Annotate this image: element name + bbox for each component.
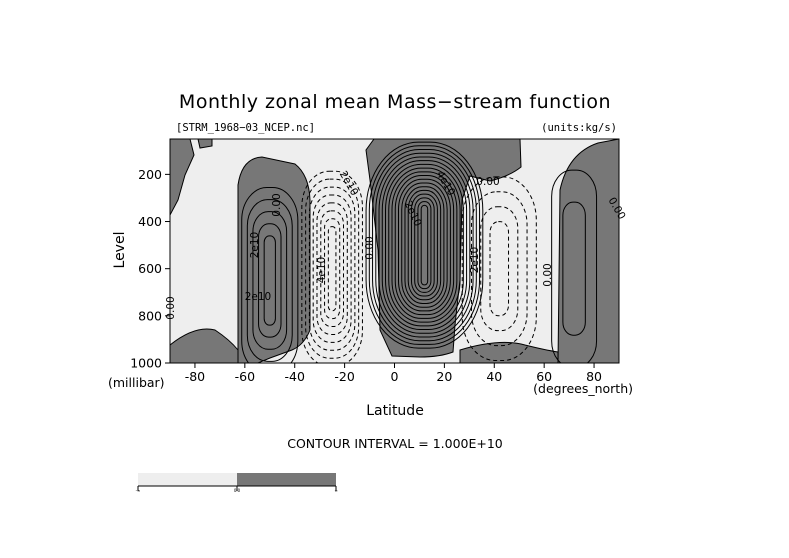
contour-line-positive — [241, 187, 299, 363]
contour-line-negative — [489, 221, 510, 317]
y-tick-label: 200 — [138, 167, 162, 182]
x-axis-label: Latitude — [366, 403, 424, 419]
x-tick-label: 0 — [391, 369, 399, 384]
contour-line-positive — [263, 235, 276, 326]
contour-line-zero — [170, 139, 195, 216]
contour-line-negative — [301, 170, 363, 363]
contour-line-zero — [237, 156, 311, 363]
contour-line-positive — [394, 175, 455, 316]
units-label: (units:kg/s) — [541, 122, 617, 134]
contour-line-negative — [312, 194, 352, 343]
contour-line-zero — [459, 341, 559, 363]
contour-lines — [170, 139, 619, 363]
y-axis-label: Level — [112, 232, 128, 269]
shade-sh-surface — [170, 329, 238, 363]
contour-label: 0.00 — [476, 176, 499, 188]
contour-line-negative — [324, 218, 341, 320]
x-tick-label: -20 — [334, 369, 354, 384]
x-tick-label: 60 — [536, 369, 552, 384]
contour-label: 2e10 — [469, 247, 481, 274]
colorbar-label-mid: 0.0 — [234, 488, 241, 493]
contour-line-positive — [381, 160, 468, 331]
contour-line-positive — [404, 186, 445, 304]
x-tick-label: 40 — [486, 369, 502, 384]
x-tick-label: 20 — [436, 369, 452, 384]
contour-line-positive — [410, 193, 438, 297]
shade-polar-cell — [558, 139, 619, 363]
contour-line-positive — [397, 178, 451, 312]
contour-label: 0.00 — [165, 296, 177, 319]
contour-label: 0.00 — [364, 236, 376, 259]
y-tick-label: 400 — [138, 214, 162, 229]
contour-line-negative — [305, 178, 360, 359]
y-tick-label: 600 — [138, 261, 162, 276]
contour-line-negative — [461, 176, 537, 362]
contour-line-negative — [327, 226, 337, 312]
y-axis: 200 400 600 800 1000 — [130, 167, 170, 371]
contour-line-negative — [308, 186, 356, 351]
x-tick-label: -60 — [235, 369, 255, 384]
contour-line-negative — [480, 206, 519, 332]
plot-area: 2e104e102e100.000.002e104e102e100.002e10… — [165, 138, 628, 364]
colorbar-swatch-negative — [138, 473, 237, 486]
shade-sp-top — [170, 139, 194, 215]
contour-line-positive — [417, 201, 432, 290]
x-unit-label: (degrees_north) — [533, 381, 633, 396]
contour-interval-label: CONTOUR INTERVAL = 1.000E+10 — [287, 436, 503, 451]
contour-line-positive — [372, 149, 477, 342]
contour-line-positive — [368, 145, 481, 345]
contour-line-negative — [320, 210, 345, 328]
contour-line-positive — [252, 211, 288, 350]
x-tick-label: -80 — [185, 369, 205, 384]
contour-line-positive — [414, 197, 435, 293]
contour-line-negative — [470, 191, 528, 347]
contour-label: 0.00 — [542, 263, 554, 286]
contour-line-positive — [562, 201, 586, 336]
y-tick-label: 800 — [138, 308, 162, 323]
y-unit-label: (millibar) — [108, 375, 165, 390]
x-tick-label: -40 — [285, 369, 305, 384]
contour-label: 4e10 — [316, 257, 328, 284]
contour-line-positive — [401, 182, 448, 308]
x-axis: -80 -60 -40 -20 0 20 40 60 80 — [185, 363, 602, 384]
contour-line-zero — [197, 139, 213, 149]
contour-line-positive — [407, 189, 442, 301]
contour-line-positive — [385, 163, 464, 327]
file-label: [STRM_1968−03_NCEP.nc] — [176, 122, 315, 134]
y-tick-label: 1000 — [130, 356, 162, 371]
contour-line-positive — [365, 141, 484, 349]
contour-line-positive — [258, 223, 282, 338]
contour-line-positive — [420, 204, 429, 286]
colorbar: -∞ 0.0 ∞ — [136, 473, 338, 493]
contour-line-positive — [375, 152, 474, 338]
colorbar-label-left: -∞ — [136, 488, 141, 493]
contour-line-positive — [388, 167, 461, 323]
x-tick-label: 80 — [586, 369, 602, 384]
contour-line-positive — [378, 156, 471, 334]
contour-line-zero — [170, 328, 239, 363]
colorbar-swatch-positive — [237, 473, 336, 486]
shade-top-blob — [198, 139, 212, 148]
contour-label: 2e10 — [245, 291, 272, 303]
contour-label: 2e10 — [249, 232, 261, 259]
contour-label: 0.00 — [271, 193, 283, 216]
contour-line-positive — [246, 199, 293, 362]
contour-line-negative — [316, 202, 348, 335]
contour-line-positive — [551, 169, 598, 363]
colorbar-label-right: ∞ — [334, 488, 337, 493]
chart-title: Monthly zonal mean Mass−stream function — [179, 91, 611, 113]
contour-line-zero — [557, 139, 619, 363]
contour-line-zero — [365, 139, 522, 358]
contour-line-positive — [391, 171, 458, 319]
